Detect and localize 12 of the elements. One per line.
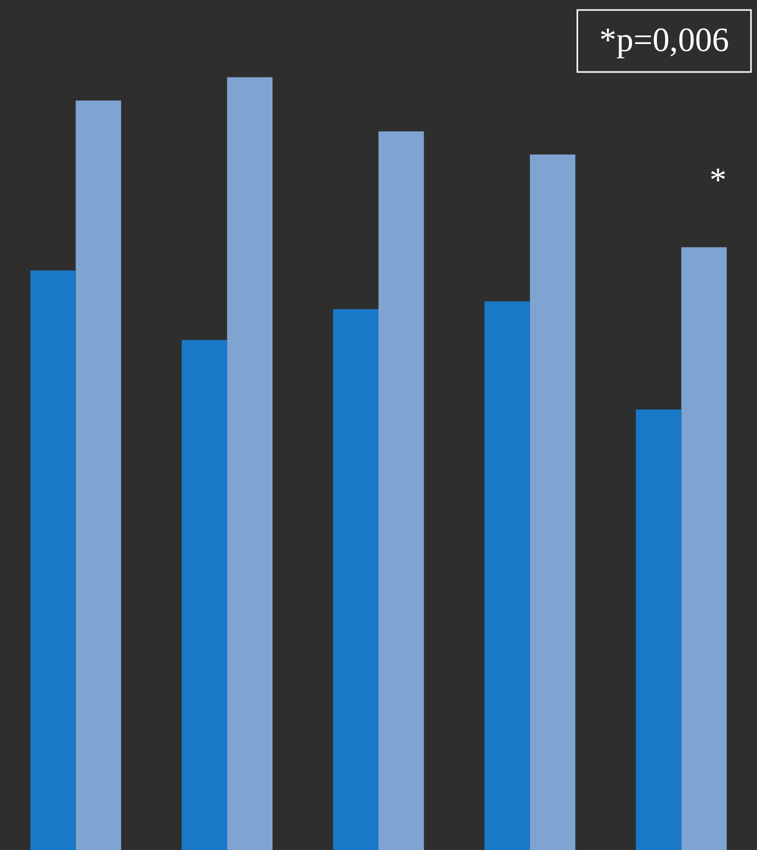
- bar: [530, 154, 576, 850]
- text: *p=0,006: [599, 22, 730, 59]
- bar: [333, 309, 378, 850]
- bar: [182, 340, 228, 850]
- bar: [227, 77, 273, 850]
- bar: [76, 100, 122, 850]
- bar: [30, 270, 76, 850]
- bar: [636, 410, 682, 850]
- bar: [378, 131, 424, 850]
- bar: [484, 301, 530, 850]
- annotation: *: [710, 162, 727, 200]
- bar: [681, 247, 727, 850]
